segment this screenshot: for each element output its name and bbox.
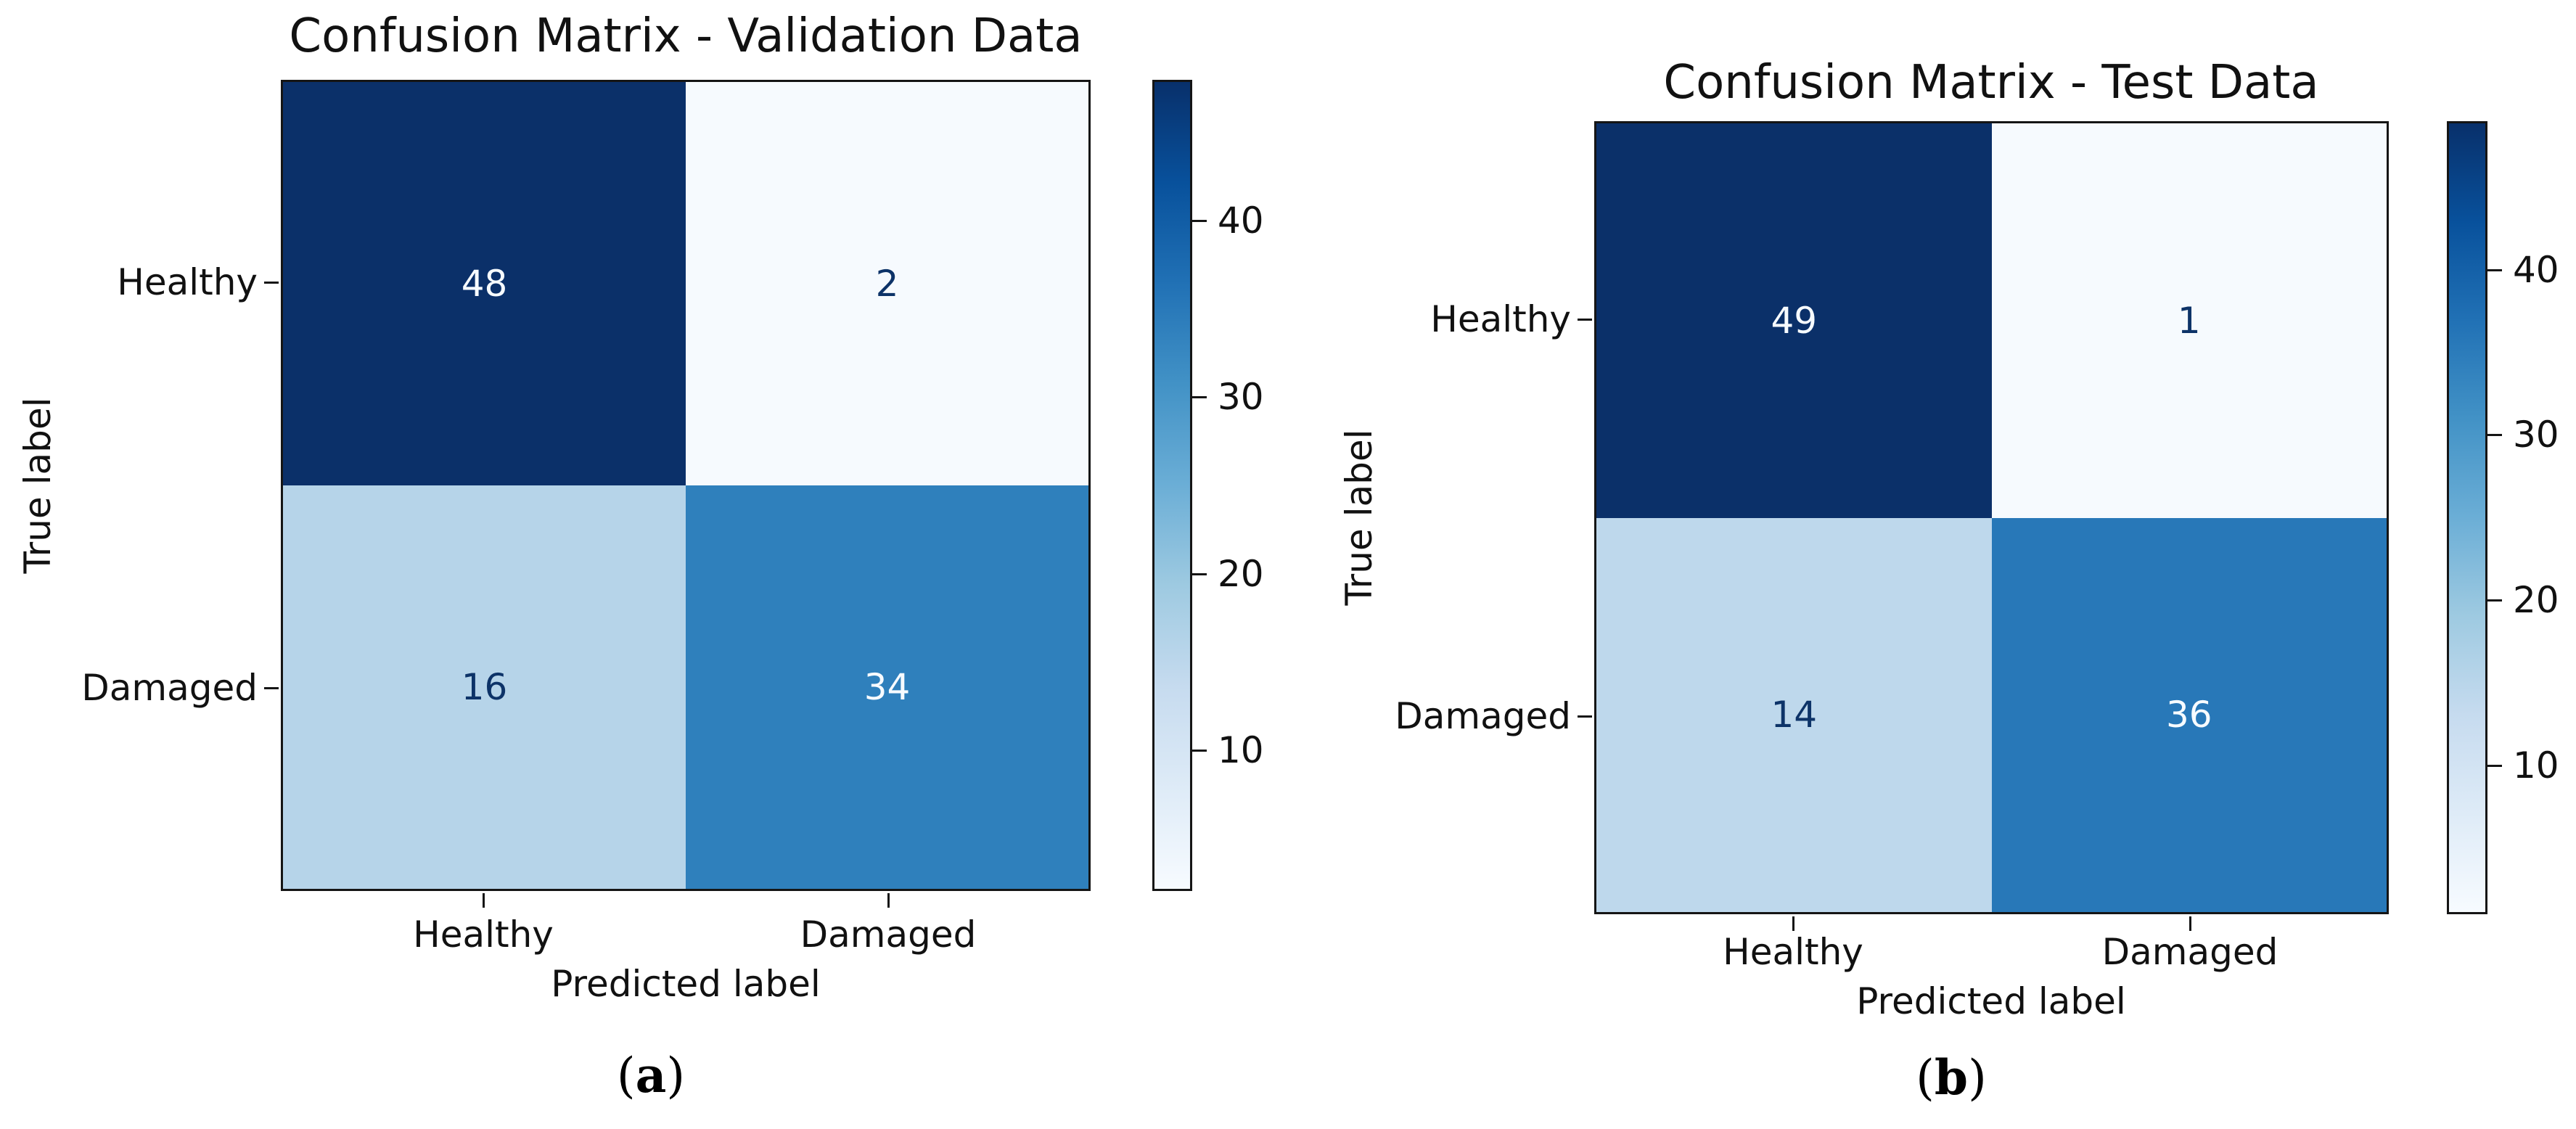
tick-mark: [2189, 916, 2191, 931]
caption-close-paren: ): [1968, 1050, 1987, 1106]
caption-open-paren: (: [1916, 1050, 1935, 1106]
panel-a-xtick-healthy: Healthy: [413, 914, 554, 956]
heatmap-cell-true-damaged-pred-healthy: 14: [1596, 517, 1992, 912]
panel-a-caption: (a): [506, 1045, 796, 1106]
panel-b-colorbar-label-40: 40: [2513, 249, 2559, 291]
tick-mark: [887, 893, 890, 908]
heatmap-cell-true-damaged-pred-damaged: 34: [686, 485, 1088, 889]
tick-mark: [483, 893, 485, 908]
caption-close-paren: ): [666, 1048, 686, 1104]
panel-a-title: Confusion Matrix - Validation Data: [289, 9, 1083, 63]
colorbar-tick-mark: [2487, 434, 2502, 436]
panel-b-colorbar-label-20: 20: [2513, 579, 2559, 621]
panel-b-ylabel: True label: [1338, 429, 1380, 606]
panel-a-ytick-damaged: Damaged: [81, 667, 258, 709]
caption-open-paren: (: [616, 1048, 636, 1104]
panel-b-ytick-damaged: Damaged: [1395, 695, 1571, 737]
colorbar-tick-mark: [1192, 750, 1207, 752]
heatmap-cell-true-damaged-pred-damaged: 36: [1991, 517, 2387, 912]
colorbar-tick-mark: [1192, 573, 1207, 575]
heatmap-cell-true-healthy-pred-healthy: 48: [283, 82, 686, 485]
colorbar-tick-mark: [2487, 599, 2502, 602]
panel-b-xlabel: Predicted label: [1856, 980, 2126, 1022]
panel-a-ytick-healthy: Healthy: [117, 261, 258, 303]
caption-letter-b: b: [1934, 1049, 1969, 1106]
colorbar-tick-mark: [2487, 269, 2502, 271]
heatmap-cell-true-healthy-pred-damaged: 2: [686, 82, 1088, 485]
panel-b-heatmap: 49 1 14 36: [1594, 121, 2389, 914]
panel-b-xtick-damaged: Damaged: [2101, 931, 2278, 973]
tick-mark: [1792, 916, 1794, 931]
tick-mark: [1578, 715, 1592, 718]
panel-b-colorbar-label-10: 10: [2513, 744, 2559, 787]
panel-a-colorbar: [1152, 80, 1192, 891]
panel-a-colorbar-label-40: 40: [1218, 200, 1264, 242]
colorbar-tick-mark: [1192, 220, 1207, 222]
panel-b-xtick-healthy: Healthy: [1723, 931, 1863, 973]
caption-letter-a: a: [635, 1047, 667, 1104]
panel-b-colorbar-label-30: 30: [2513, 414, 2559, 456]
panel-b-colorbar: [2447, 121, 2487, 914]
panel-b-caption: (b): [1806, 1047, 2096, 1108]
panel-a-colorbar-label-30: 30: [1218, 376, 1264, 418]
panel-a-colorbar-label-10: 10: [1218, 729, 1264, 771]
panel-a-ylabel: True label: [17, 397, 59, 574]
colorbar-tick-mark: [2487, 765, 2502, 767]
panel-a-xlabel: Predicted label: [551, 963, 821, 1005]
heatmap-cell-true-damaged-pred-healthy: 16: [283, 485, 686, 889]
panel-b-title: Confusion Matrix - Test Data: [1663, 56, 2319, 110]
panel-b-ytick-healthy: Healthy: [1430, 298, 1571, 340]
tick-mark: [264, 282, 279, 284]
heatmap-cell-true-healthy-pred-healthy: 49: [1596, 123, 1992, 518]
tick-mark: [1578, 319, 1592, 321]
panel-a-heatmap: 48 2 16 34: [281, 80, 1091, 891]
panel-a-colorbar-label-20: 20: [1218, 553, 1264, 595]
colorbar-tick-mark: [1192, 396, 1207, 398]
tick-mark: [264, 687, 279, 689]
heatmap-cell-true-healthy-pred-damaged: 1: [1991, 123, 2387, 518]
panel-a-xtick-damaged: Damaged: [800, 914, 977, 956]
